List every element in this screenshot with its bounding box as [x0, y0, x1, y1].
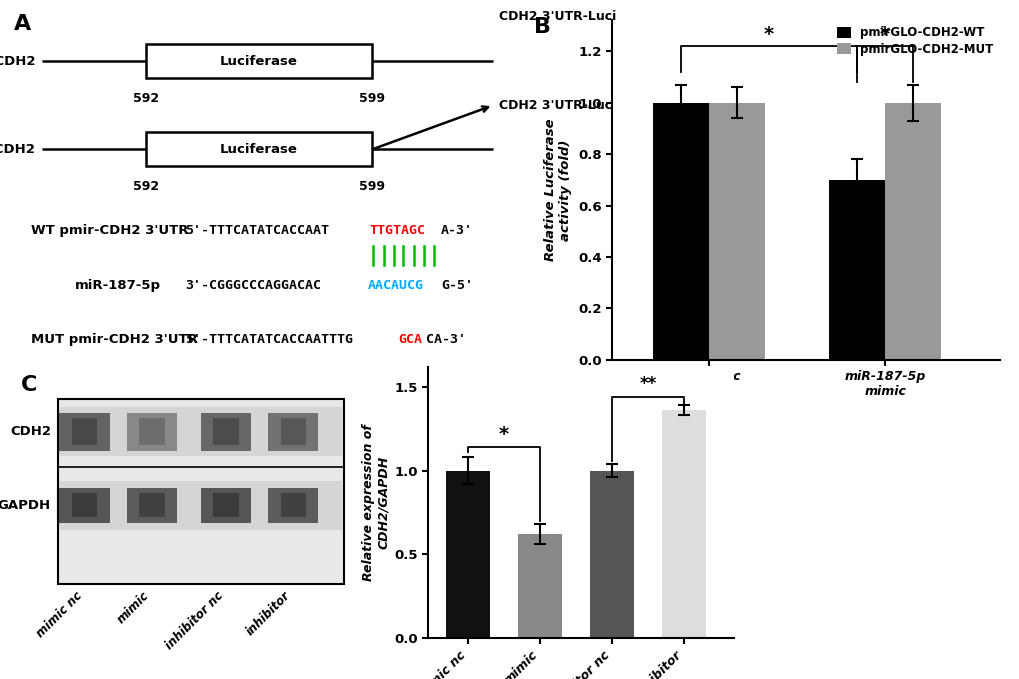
Bar	[446, 471, 489, 638]
Bar	[72, 493, 97, 517]
Text: Luciferase: Luciferase	[220, 54, 298, 68]
Text: *: *	[879, 24, 890, 43]
Bar	[708, 103, 764, 360]
Text: miR-187-5p: miR-187-5p	[74, 278, 161, 292]
Y-axis label: Relative expression of
CDH2/GAPDH: Relative expression of CDH2/GAPDH	[362, 424, 390, 581]
Bar	[280, 493, 306, 517]
Text: GAPDH: GAPDH	[0, 498, 51, 512]
Text: *: *	[498, 425, 508, 444]
Text: MUT-pmir-CDH2: MUT-pmir-CDH2	[0, 143, 36, 156]
Bar	[59, 481, 341, 530]
Text: **: **	[639, 375, 656, 394]
Text: WT pmir-CDH2 3'UTR: WT pmir-CDH2 3'UTR	[31, 224, 187, 238]
Bar	[827, 180, 884, 360]
Bar	[201, 488, 251, 523]
Text: G-5': G-5'	[440, 278, 473, 292]
Text: MUT pmir-CDH2 3'UTR: MUT pmir-CDH2 3'UTR	[31, 333, 198, 346]
Text: 5'-TTTCATATCACCAAT: 5'-TTTCATATCACCAAT	[184, 224, 328, 238]
Text: A-3': A-3'	[440, 224, 473, 238]
Text: A: A	[14, 14, 32, 33]
Bar	[201, 413, 251, 451]
Text: 5'-TTTCATATCACCAATTTG: 5'-TTTCATATCACCAATTTG	[184, 333, 353, 346]
Text: CDH2: CDH2	[10, 425, 51, 439]
Bar	[280, 418, 306, 445]
Bar	[126, 413, 177, 451]
Text: 599: 599	[359, 92, 385, 105]
Y-axis label: Relative Luciferase
activity (fold): Relative Luciferase activity (fold)	[544, 119, 572, 261]
Text: 592: 592	[133, 92, 159, 105]
Bar	[213, 418, 238, 445]
Text: 592: 592	[133, 180, 159, 193]
Text: 3'-CGGGCCCAGGACAC: 3'-CGGGCCCAGGACAC	[184, 278, 321, 292]
Text: GCA: GCA	[398, 333, 422, 346]
Text: Luciferase: Luciferase	[220, 143, 298, 156]
Bar	[126, 488, 177, 523]
Text: WT-pmir-CDH2: WT-pmir-CDH2	[0, 54, 36, 68]
Bar	[58, 399, 343, 584]
Bar	[652, 103, 708, 360]
Bar	[59, 488, 110, 523]
Text: CDH2 3'UTR-Luci: CDH2 3'UTR-Luci	[498, 98, 615, 112]
Legend: pmirGLO-CDH2-WT, pmirGLO-CDH2-MUT: pmirGLO-CDH2-WT, pmirGLO-CDH2-MUT	[836, 26, 993, 56]
Text: CA-3': CA-3'	[426, 333, 466, 346]
Text: inhibitor: inhibitor	[244, 589, 293, 639]
Bar	[590, 471, 633, 638]
Text: 599: 599	[359, 180, 385, 193]
Text: B: B	[534, 17, 551, 37]
Bar	[213, 493, 238, 517]
Bar	[146, 132, 372, 166]
Text: CDH2 3'UTR-Luci: CDH2 3'UTR-Luci	[498, 10, 615, 24]
Bar	[268, 488, 318, 523]
Bar	[268, 413, 318, 451]
Text: AACAUCG: AACAUCG	[367, 278, 423, 292]
Bar	[884, 103, 941, 360]
Text: mimic: mimic	[115, 589, 152, 627]
Bar	[518, 534, 561, 638]
Bar	[140, 493, 164, 517]
Bar	[146, 44, 372, 78]
Bar	[72, 418, 97, 445]
Text: mimic nc: mimic nc	[34, 589, 85, 640]
Text: inhibitor nc: inhibitor nc	[163, 589, 226, 653]
Text: *: *	[763, 24, 773, 43]
Bar	[140, 418, 164, 445]
Bar	[661, 410, 705, 638]
Text: C: C	[20, 375, 37, 394]
Bar	[59, 413, 110, 451]
Text: TTGTAGC: TTGTAGC	[369, 224, 425, 238]
Bar	[59, 407, 341, 456]
